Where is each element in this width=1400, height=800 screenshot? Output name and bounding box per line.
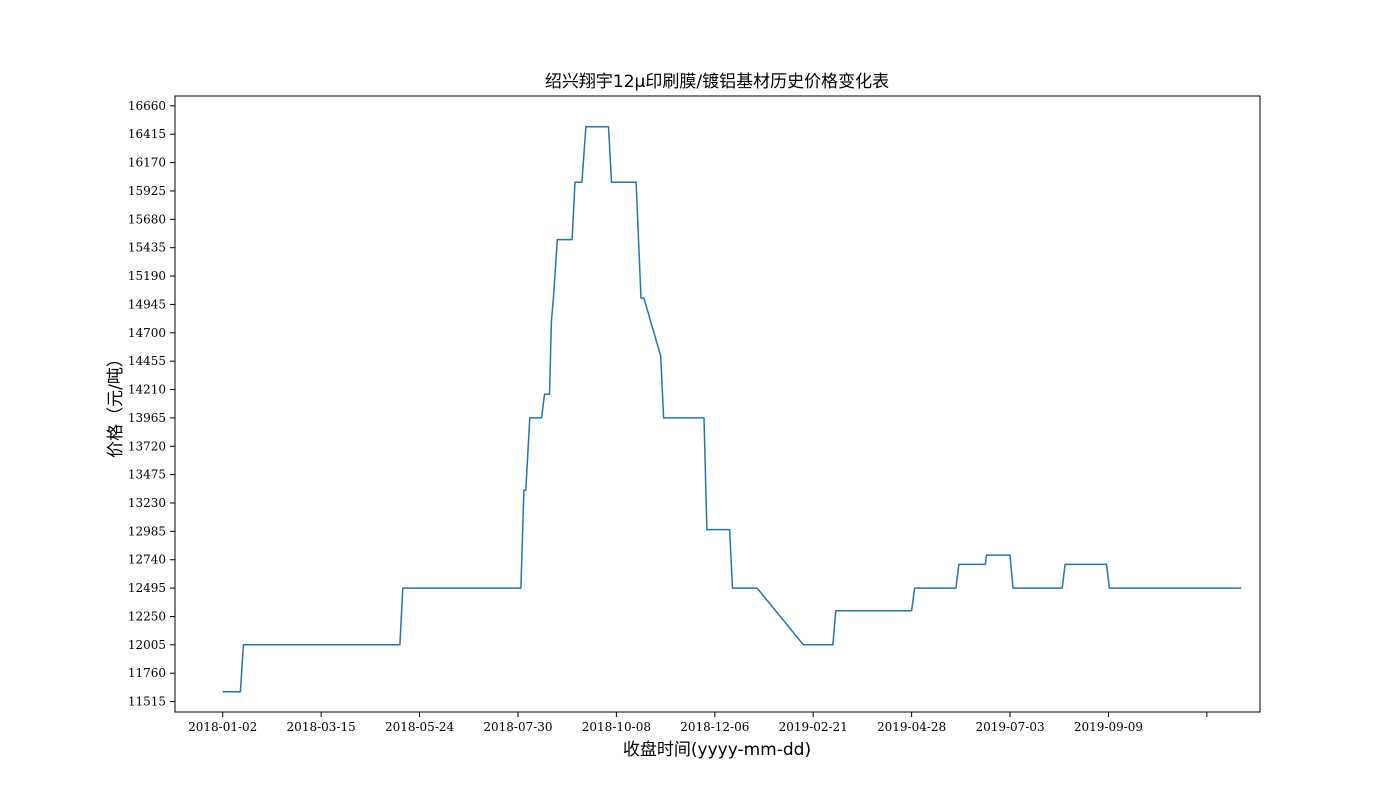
y-tick-label: 13720 <box>128 439 166 453</box>
x-tick-label: 2018-01-02 <box>188 720 257 734</box>
y-tick-label: 12250 <box>128 609 166 623</box>
y-tick-label: 15680 <box>128 212 166 226</box>
y-tick-label: 15190 <box>128 269 166 283</box>
y-axis-label: 价格（元/吨） <box>106 350 126 458</box>
y-tick-label: 14210 <box>128 383 166 397</box>
x-tick-label: 2018-05-24 <box>385 720 455 734</box>
chart-title: 绍兴翔宇12μ印刷膜/镀铝基材历史价格变化表 <box>545 72 889 92</box>
y-tick-label: 16660 <box>128 99 166 113</box>
x-tick-label: 2019-07-03 <box>975 720 1044 734</box>
x-tick-label: 2019-09-09 <box>1074 720 1143 734</box>
y-tick-label: 12005 <box>128 638 166 652</box>
y-tick-label: 14700 <box>128 326 166 340</box>
y-tick-label: 12985 <box>128 524 166 538</box>
y-tick-label: 14945 <box>128 297 166 311</box>
x-tick-label: 2018-03-15 <box>287 720 356 734</box>
x-axis-label: 收盘时间(yyyy-mm-dd) <box>623 740 811 760</box>
y-tick-label: 13475 <box>128 468 166 482</box>
x-tick-label: 2018-07-30 <box>483 720 552 734</box>
y-tick-label: 12495 <box>128 581 166 595</box>
y-tick-label: 11760 <box>128 666 166 680</box>
y-tick-label: 12740 <box>128 553 166 567</box>
y-tick-label: 15435 <box>128 241 166 255</box>
x-tick-label: 2019-02-21 <box>779 720 848 734</box>
price-series-line <box>222 125 1242 693</box>
y-tick-label: 16170 <box>128 156 166 170</box>
y-tick-label: 11515 <box>128 695 166 709</box>
plot-area <box>222 125 1242 693</box>
plot-frame <box>174 95 1261 713</box>
y-axis: 11515 11760 12005 12250 12495 12740 12985 13230… <box>128 99 175 709</box>
x-tick-label: 2018-10-08 <box>582 720 651 734</box>
y-tick-label: 15925 <box>128 184 166 198</box>
x-tick-label: 2018-12-06 <box>680 720 749 734</box>
y-tick-label: 13965 <box>128 411 166 425</box>
y-tick-label: 13230 <box>128 496 166 510</box>
y-tick-label: 16415 <box>128 127 166 141</box>
y-tick-label: 14455 <box>128 354 166 368</box>
x-tick-label: 2019-04-28 <box>877 720 946 734</box>
x-axis: 2018-01-02 2018-03-15 2018-05-24 2018-07-30… <box>188 712 1208 734</box>
